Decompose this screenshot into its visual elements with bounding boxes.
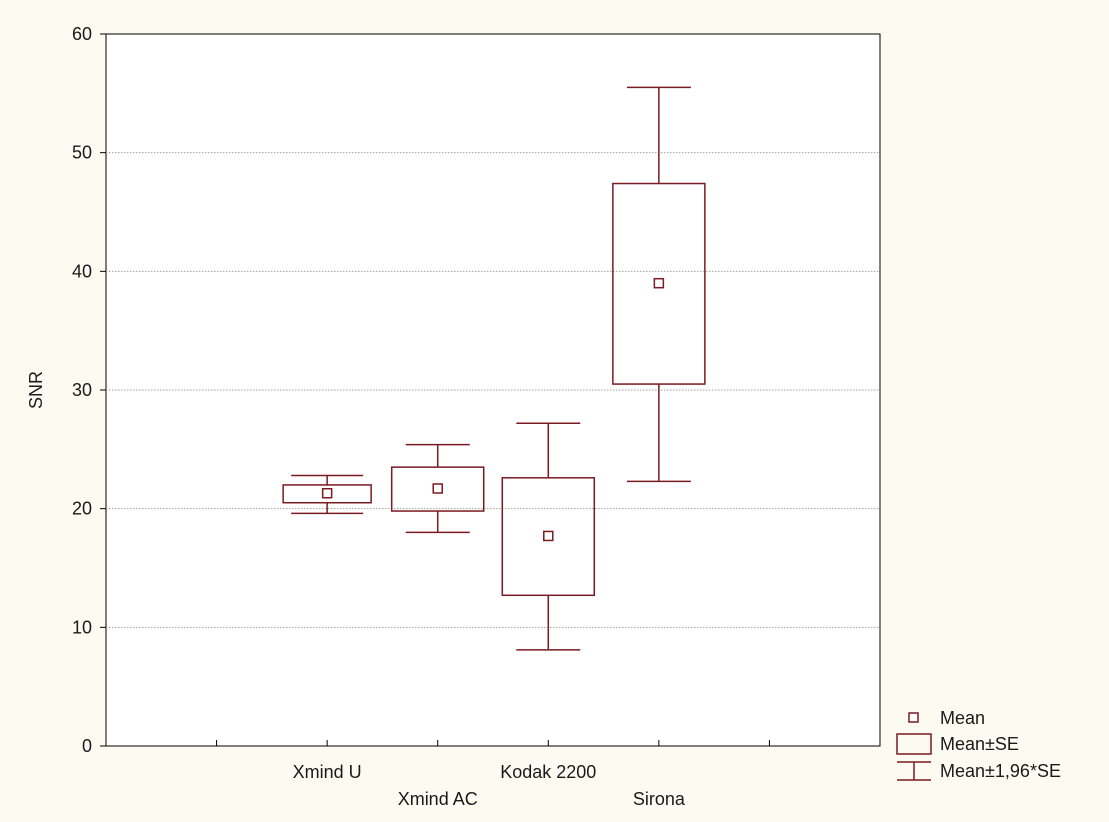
y-tick-label: 20 (72, 499, 92, 519)
x-tick-label: Xmind U (293, 762, 362, 782)
y-axis-title: SNR (26, 371, 46, 409)
se-box (282, 484, 372, 504)
grid-lines (106, 152, 880, 628)
x-tick-label: Kodak 2200 (500, 762, 596, 782)
legend-label: Mean±SE (940, 734, 1019, 754)
legend-label: Mean (940, 708, 985, 728)
legend-item: Mean±1,96*SE (897, 761, 1061, 781)
y-tick-label: 30 (72, 380, 92, 400)
y-tick-label: 60 (72, 24, 92, 44)
mean-marker (653, 277, 665, 289)
x-tick-label: Xmind AC (398, 789, 478, 809)
series-group (282, 474, 372, 515)
x-tick-label: Sirona (633, 789, 686, 809)
mean-marker (432, 483, 443, 494)
series-group (612, 86, 706, 483)
se-box (612, 182, 706, 385)
y-axis: 0 10 20 30 40 50 60 (72, 24, 106, 756)
mean-marker (543, 530, 554, 542)
legend-se-box (896, 733, 932, 755)
se-box (390, 466, 485, 512)
legend-item: Mean (908, 708, 985, 728)
series-layer (282, 86, 706, 651)
x-axis-labels: Xmind U Xmind AC Kodak 2200 Sirona (293, 762, 686, 809)
y-tick-label: 40 (72, 261, 92, 281)
y-tick-label: 0 (82, 736, 92, 756)
legend: Mean Mean±SE Mean±1,96*SE (896, 708, 1061, 781)
legend-mean-marker (908, 712, 919, 723)
mean-marker (321, 487, 333, 499)
se-box (501, 477, 596, 597)
y-tick-label: 10 (72, 617, 92, 637)
series-group (501, 422, 596, 651)
legend-item: Mean±SE (896, 733, 1019, 755)
series-group (390, 443, 485, 534)
legend-label: Mean±1,96*SE (940, 761, 1061, 781)
y-tick-label: 50 (72, 143, 92, 163)
x-axis-ticks (216, 740, 770, 746)
